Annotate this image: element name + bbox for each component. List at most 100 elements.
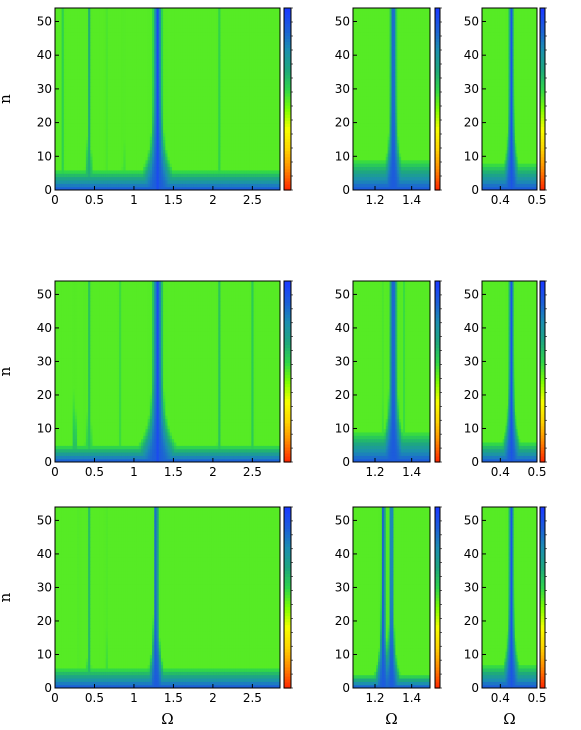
heatmap-cell (88, 166, 91, 171)
heatmap-cell (202, 31, 206, 36)
heatmap-cell (57, 146, 61, 151)
heatmap-cell (94, 24, 98, 29)
heatmap-cell (107, 78, 111, 83)
heatmap-cell (118, 173, 122, 178)
heatmap-cell (205, 173, 208, 178)
heatmap-cell (145, 166, 149, 171)
heatmap-cell (180, 48, 184, 53)
heatmap-cell (216, 78, 219, 83)
heatmap-cell (77, 99, 80, 103)
heatmap-cell (127, 119, 131, 124)
heatmap-cell (143, 82, 147, 87)
heatmap-cell (193, 65, 197, 70)
heatmap-cell (220, 55, 224, 60)
heatmap-cell (55, 166, 58, 171)
heatmap-cell (253, 58, 257, 63)
heatmap-cell (134, 183, 138, 188)
heatmap-cell (63, 136, 67, 141)
heatmap-cell (79, 58, 83, 63)
heatmap-cell (134, 146, 138, 151)
heatmap-cell (205, 82, 208, 87)
heatmap-cell (229, 179, 233, 184)
heatmap-cell (207, 132, 211, 137)
heatmap-cell (107, 169, 111, 174)
heatmap-cell (189, 163, 193, 168)
heatmap-cell (249, 82, 252, 87)
heatmap-cell (165, 99, 169, 103)
heatmap-cell (160, 85, 164, 90)
heatmap-cell (233, 163, 237, 168)
heatmap-cell (266, 142, 270, 147)
heatmap-cell (222, 129, 226, 134)
heatmap-cell (123, 88, 127, 93)
heatmap-cell (213, 72, 217, 77)
heatmap-cell (107, 61, 111, 66)
heatmap-cell (233, 183, 237, 188)
heatmap-cell (141, 173, 144, 178)
heatmap-cell (92, 68, 96, 73)
heatmap-cell (149, 163, 153, 168)
heatmap-cell (251, 122, 255, 127)
heatmap-cell (130, 109, 133, 114)
heatmap-cell (121, 112, 124, 117)
heatmap-cell (191, 34, 195, 39)
heatmap-cell (59, 31, 63, 36)
heatmap-cell (238, 68, 241, 73)
heatmap-cell (185, 65, 188, 70)
heatmap-cell (74, 112, 78, 117)
heatmap-cell (61, 41, 65, 46)
heatmap-cell (103, 78, 107, 83)
heatmap-cell (174, 186, 177, 190)
heatmap-cell (149, 176, 153, 181)
heatmap-cell (224, 169, 228, 174)
heatmap-cell (169, 176, 173, 181)
heatmap-cell (209, 176, 213, 181)
heatmap-cell (132, 129, 136, 134)
heatmap-cell (209, 105, 213, 110)
heatmap-cell (83, 179, 87, 184)
heatmap-cell (143, 34, 147, 39)
heatmap-cell (205, 61, 208, 66)
heatmap-cell (235, 85, 239, 90)
heatmap-cell (198, 68, 202, 73)
heatmap-cell (141, 82, 144, 87)
heatmap-cell (132, 136, 136, 141)
heatmap-cell (229, 129, 233, 134)
heatmap-cell (273, 129, 277, 134)
heatmap-cell (77, 55, 80, 60)
heatmap-cell (240, 41, 244, 46)
heatmap-cell (193, 82, 197, 87)
heatmap-cell (63, 169, 67, 174)
heatmap-cell (57, 92, 61, 97)
heatmap-cell (160, 186, 164, 190)
heatmap-cell (205, 149, 208, 154)
heatmap-cell (55, 72, 58, 77)
heatmap-cell (160, 129, 164, 134)
heatmap-cell (79, 99, 83, 103)
heatmap-cell (233, 28, 237, 33)
heatmap-cell (260, 109, 263, 114)
heatmap-cell (262, 173, 266, 178)
heatmap-cell (121, 82, 124, 87)
heatmap-cell (79, 125, 83, 130)
heatmap-cell (253, 139, 257, 144)
heatmap-cell (253, 179, 257, 184)
heatmap-cell (147, 122, 151, 127)
heatmap-cell (88, 85, 91, 90)
heatmap-cell (99, 125, 102, 130)
heatmap-cell (107, 156, 111, 161)
heatmap-cell (176, 173, 180, 178)
heatmap-cell (202, 125, 206, 130)
heatmap-cell (141, 88, 144, 93)
heatmap-cell (231, 51, 235, 56)
heatmap-cell (66, 48, 69, 53)
heatmap-cell (149, 122, 153, 127)
heatmap-cell (70, 186, 74, 190)
heatmap-cell (222, 136, 226, 141)
heatmap-cell (218, 112, 222, 117)
heatmap-cell (90, 99, 94, 103)
heatmap-cell (187, 105, 191, 110)
heatmap-cell (121, 24, 124, 29)
heatmap-cell (160, 156, 164, 161)
heatmap-cell (110, 112, 113, 117)
